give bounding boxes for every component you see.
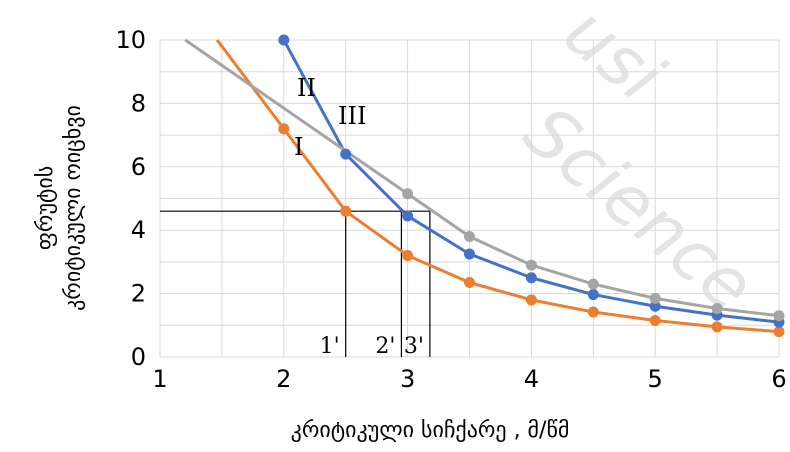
data-point-I [402,250,414,262]
data-point-III [773,310,785,322]
x-tick-label: 3 [400,365,415,393]
tick-labels: 1 2 3 4 5 6 0 2 4 6 8 10 [115,26,786,393]
x-tick-label: 2 [276,365,291,393]
data-point-II [278,34,290,46]
y-tick-label: 4 [131,216,146,244]
y-tick-label: 0 [131,343,146,371]
data-point-I [711,321,723,333]
data-point-II [587,289,599,301]
data-point-III [402,188,414,200]
y-tick-label: 2 [131,280,146,308]
y-axis-title-line-2: კრიტიკული ოიცხვი [61,105,86,311]
data-point-II [649,300,661,312]
data-point-I [525,294,537,306]
x-axis-title: კრიტიკული სიჩქარე , მ/წმ [291,418,570,443]
series-line-III [184,38,780,318]
data-point-III [525,259,537,271]
y-axis-title-line-1: ფრუტის [33,166,58,250]
y-axis-title: ფრუტის კრიტიკული ოიცხვი [33,105,86,311]
x-tick-label: 6 [771,365,786,393]
data-point-II [340,148,352,160]
reference-mark-label: 3' [404,334,424,359]
series-label-III: III [338,102,366,130]
data-point-I [278,123,290,135]
data-point-III [587,278,599,290]
data-point-I [464,277,475,289]
watermark: usi Science [509,0,770,327]
data-point-II [525,272,537,284]
data-point-III [464,231,475,243]
reference-mark-label: 2' [375,334,395,359]
data-point-I [340,205,352,217]
series-line-I [215,39,780,334]
y-tick-label: 10 [115,26,146,54]
reference-mark-label: 1' [320,334,340,359]
data-point-II [402,210,414,222]
data-point-III [649,292,661,304]
x-tick-label: 5 [648,365,663,393]
data-point-I [773,326,785,338]
series-label-I: I [294,133,303,161]
x-tick-label: 1 [152,365,167,393]
data-point-I [649,315,661,327]
watermark-text-2: Science [509,90,770,327]
data-point-I [587,306,599,318]
data-point-III [711,302,723,314]
y-tick-label: 8 [131,89,146,117]
y-tick-label: 6 [131,153,146,181]
x-tick-label: 4 [524,365,539,393]
series-label-II: II [297,74,316,102]
series-points [278,34,785,338]
data-point-II [464,248,475,260]
reference-lines: 1' 2' 3' [160,210,431,359]
